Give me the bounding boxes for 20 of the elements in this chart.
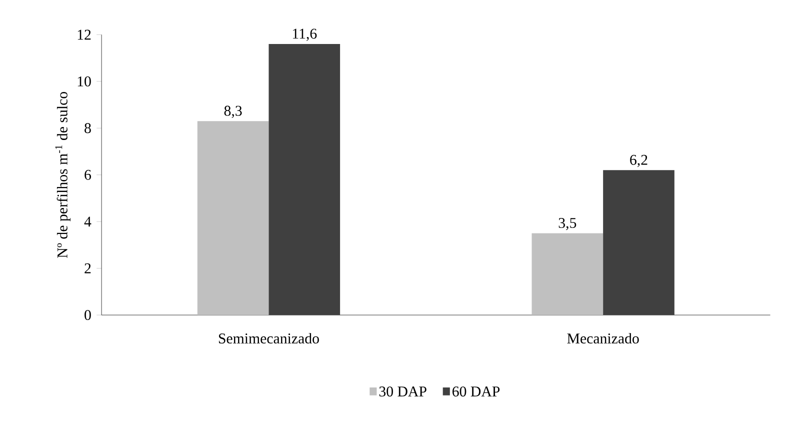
y-tick-label: 4 [84, 216, 92, 227]
y-tick-label: 0 [84, 310, 91, 320]
y-tick-label: 10 [78, 76, 91, 86]
bar [603, 170, 674, 316]
y-tick-label: 8 [84, 123, 91, 134]
data-label: 3,5 [558, 218, 576, 230]
bar [197, 121, 269, 316]
data-label: 11,6 [292, 28, 317, 41]
legend-label: 60 DAP [452, 386, 500, 397]
data-label: 6,2 [630, 154, 648, 168]
x-tick-label: Mecanizado [567, 333, 639, 344]
bar [268, 44, 340, 316]
y-tick-label: 6 [84, 170, 92, 180]
y-axis-title: Nº de perfilhos m$^{-1}$ de sulco [55, 92, 70, 258]
x-tick-label: Semimecanizado [218, 333, 319, 344]
y-tick-label: 2 [84, 263, 91, 274]
legend-label: 30 DAP [379, 386, 426, 397]
bar [532, 233, 604, 316]
data-label: 8,3 [224, 106, 242, 118]
y-tick-label: 12 [78, 30, 91, 40]
